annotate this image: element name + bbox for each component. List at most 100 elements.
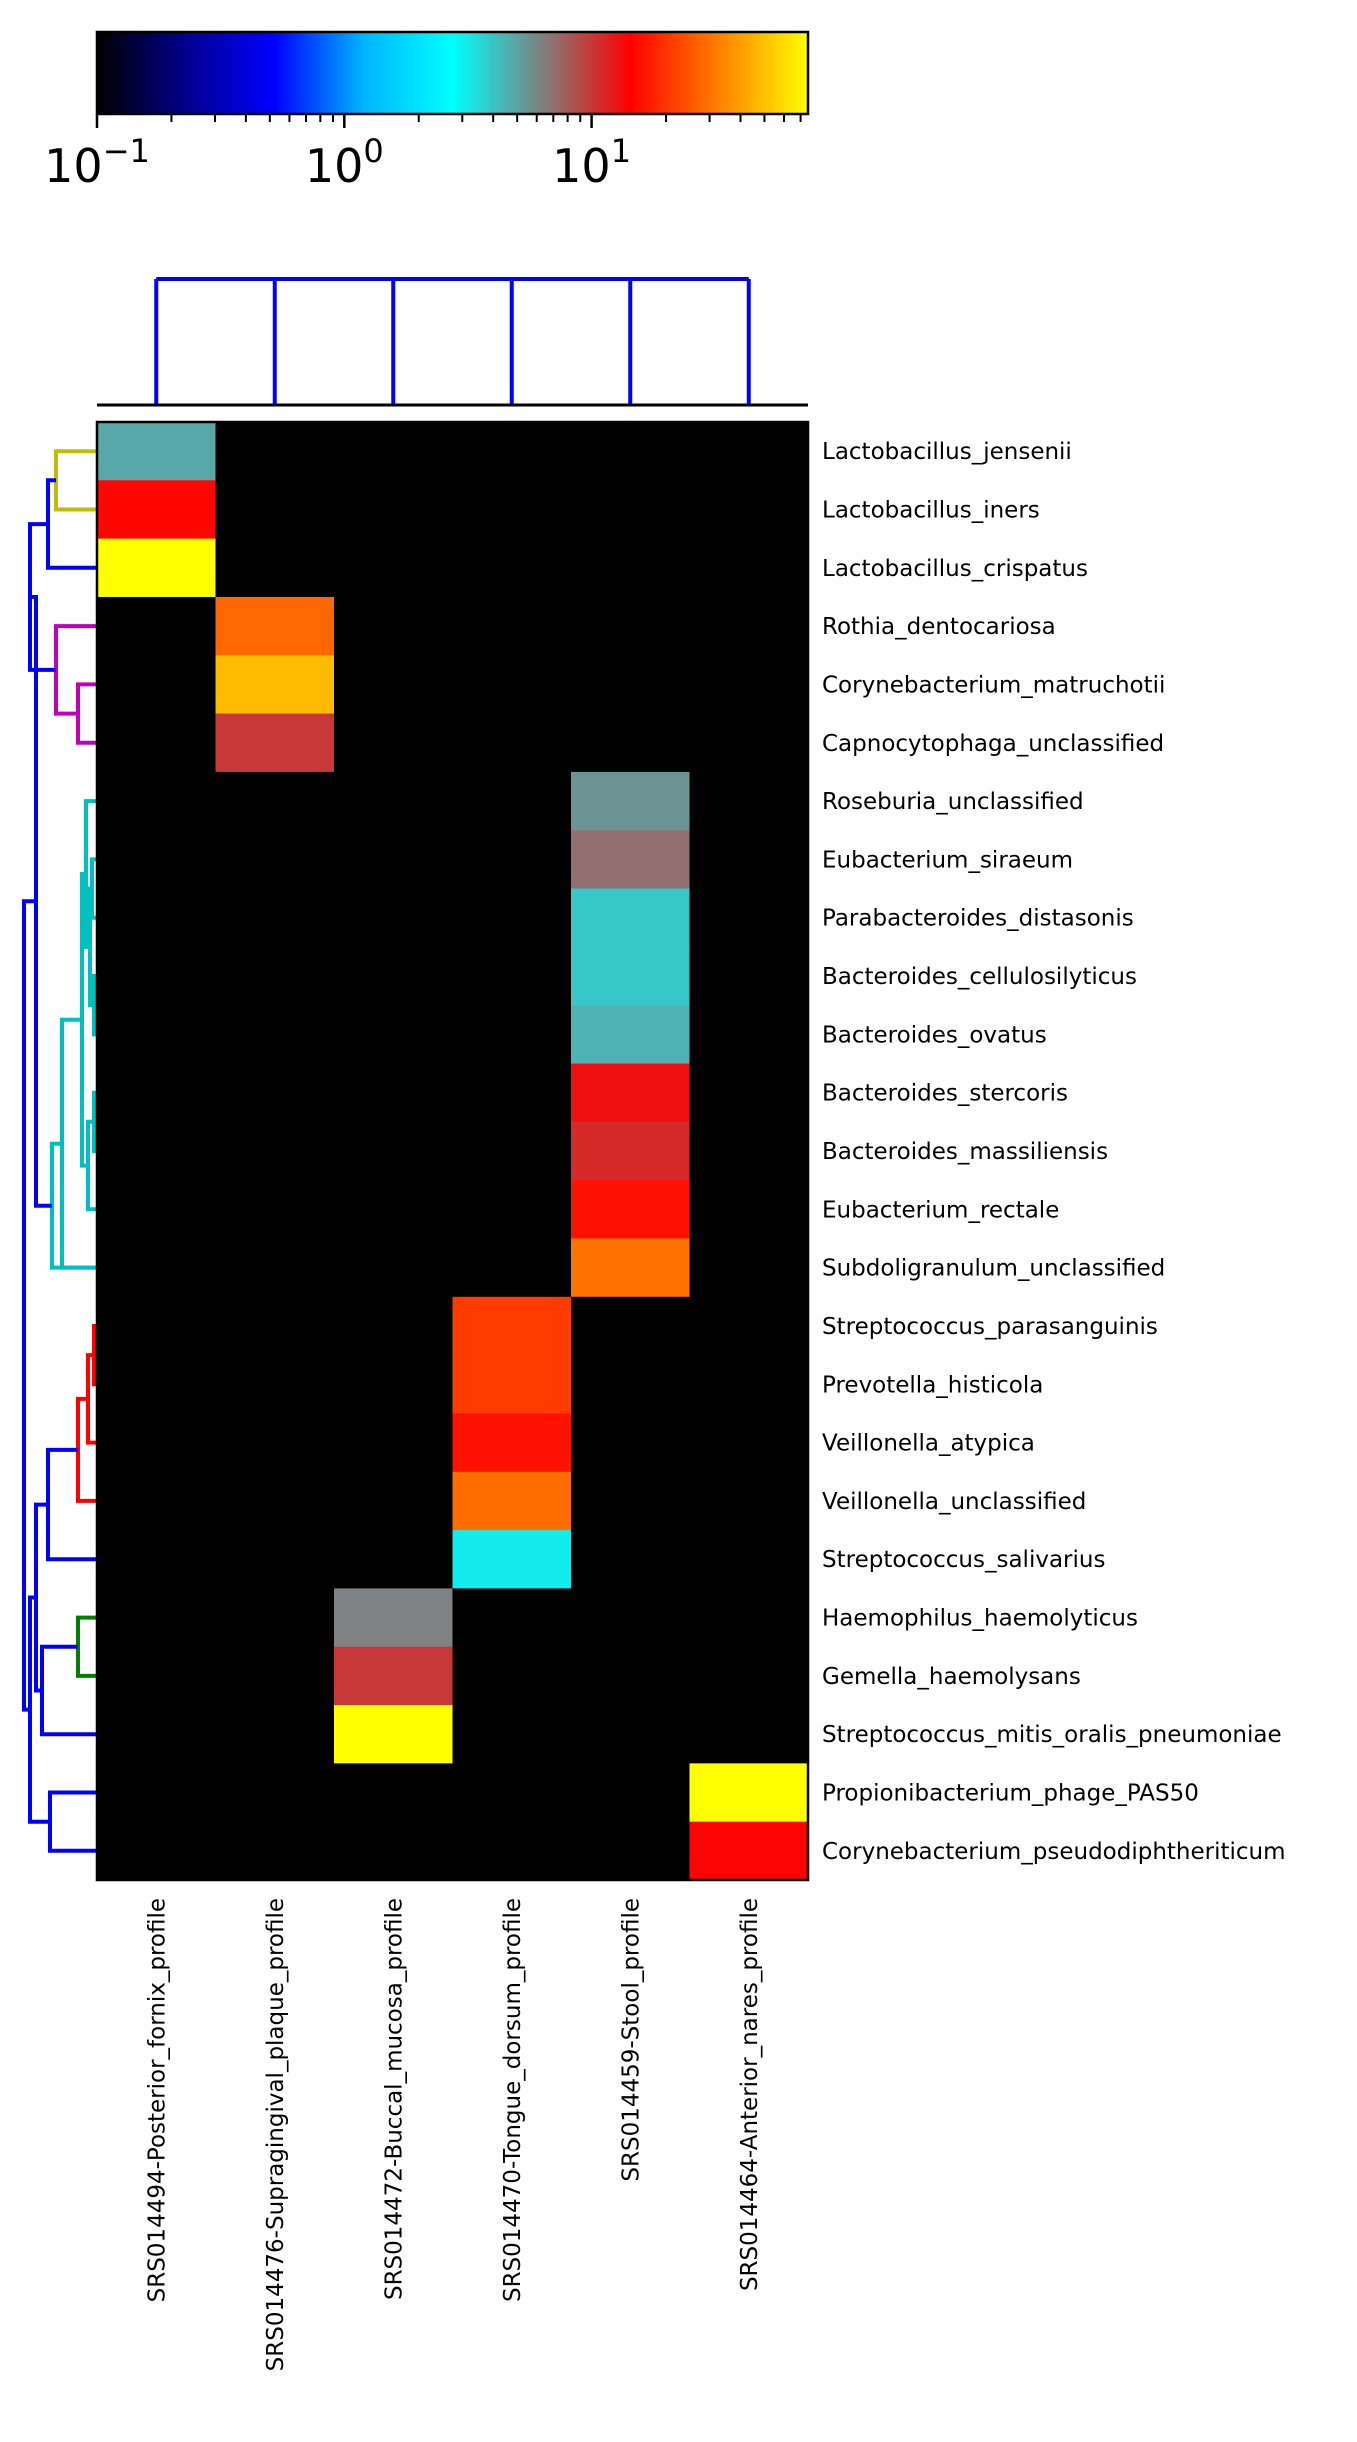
- heatmap-cell: [215, 1471, 335, 1531]
- heatmap-cell: [334, 1821, 454, 1881]
- heatmap-cell: [334, 1413, 454, 1473]
- heatmap-cell: [452, 596, 572, 656]
- heatmap-cell: [571, 771, 691, 831]
- colorbar-tick-label: 101: [552, 132, 631, 193]
- heatmap-cell: [689, 1763, 809, 1823]
- heatmap-cell: [452, 946, 572, 1006]
- heatmap-cell: [97, 1821, 217, 1881]
- heatmap-cell: [215, 1413, 335, 1473]
- heatmap-cell: [334, 1180, 454, 1240]
- heatmap-cell: [452, 713, 572, 773]
- heatmap-cell: [97, 1413, 217, 1473]
- heatmap-cell: [452, 1121, 572, 1181]
- heatmap-cell: [215, 422, 335, 481]
- heatmap-cell: [97, 1180, 217, 1240]
- heatmap-cell: [571, 596, 691, 656]
- heatmap-cell: [689, 1005, 809, 1065]
- heatmap-cell: [97, 713, 217, 773]
- heatmap-cell: [689, 1530, 809, 1589]
- heatmap-cells: [97, 422, 809, 1881]
- heatmap-cell: [571, 1296, 691, 1356]
- heatmap-cell: [215, 538, 335, 598]
- row-dendrogram-branch: [76, 1615, 97, 1678]
- heatmap-cell: [97, 946, 217, 1006]
- colorbar-gradient: [95, 30, 810, 116]
- row-label: Lactobacillus_jensenii: [822, 439, 1072, 465]
- heatmap-cell: [452, 771, 572, 831]
- row-label: Bacteroides_ovatus: [822, 1022, 1047, 1048]
- heatmap-cell: [571, 1646, 691, 1706]
- heatmap-cell: [215, 1296, 335, 1356]
- heatmap-cell: [689, 1296, 809, 1356]
- colorbar: 10−1 100 101: [44, 30, 810, 193]
- heatmap-cell: [452, 1180, 572, 1240]
- heatmap-cell: [571, 888, 691, 948]
- heatmap-cell: [689, 596, 809, 656]
- row-dendrogram-branch: [54, 449, 97, 512]
- heatmap-cell: [452, 480, 572, 540]
- row-label: Veillonella_unclassified: [822, 1489, 1086, 1515]
- row-label: Lactobacillus_crispatus: [822, 556, 1088, 582]
- row-label: Subdoligranulum_unclassified: [822, 1256, 1165, 1282]
- heatmap-cell: [571, 1238, 691, 1298]
- column-label: SRS014459-Stool_profile: [618, 1898, 644, 2182]
- row-label: Streptococcus_parasanguinis: [822, 1314, 1158, 1340]
- heatmap-cell: [334, 771, 454, 831]
- heatmap-cell: [334, 830, 454, 890]
- row-label: Propionibacterium_phage_PAS50: [822, 1781, 1199, 1807]
- heatmap-cell: [452, 1471, 572, 1531]
- heatmap-cell: [689, 1705, 809, 1764]
- row-label: Roseburia_unclassified: [822, 789, 1084, 815]
- heatmap-cell: [452, 1646, 572, 1706]
- heatmap-cell: [215, 1705, 335, 1764]
- heatmap-cell: [571, 1471, 691, 1531]
- row-label: Veillonella_atypica: [822, 1431, 1035, 1457]
- heatmap-cell: [452, 830, 572, 890]
- heatmap-cell: [334, 1355, 454, 1415]
- heatmap-cell: [97, 1471, 217, 1531]
- column-label: SRS014476-Supragingival_plaque_profile: [263, 1898, 289, 2371]
- heatmap-cell: [571, 1705, 691, 1764]
- heatmap-cell: [97, 830, 217, 890]
- row-dendrogram-branch: [60, 1017, 97, 1270]
- heatmap-cell: [334, 1005, 454, 1065]
- heatmap-cell: [452, 1355, 572, 1415]
- heatmap-cell: [689, 1821, 809, 1881]
- heatmap-cell: [571, 1530, 691, 1589]
- heatmap-cell: [215, 480, 335, 540]
- row-dendrogram-branch: [50, 1141, 97, 1270]
- heatmap-cell: [215, 1763, 335, 1823]
- heatmap-cell: [689, 888, 809, 948]
- heatmap-cell: [334, 888, 454, 948]
- heatmap-cell: [452, 1763, 572, 1823]
- row-label: Bacteroides_massiliensis: [822, 1139, 1108, 1165]
- heatmap-cell: [689, 538, 809, 598]
- colorbar-tick-label: 100: [305, 132, 384, 193]
- heatmap-frame: [95, 420, 810, 1882]
- heatmap-cell: [334, 1705, 454, 1764]
- column-label: SRS014472-Buccal_mucosa_profile: [381, 1898, 407, 2300]
- heatmap-cell: [689, 1646, 809, 1706]
- heatmap-cell: [215, 1238, 335, 1298]
- heatmap-cell: [215, 888, 335, 948]
- heatmap-cell: [97, 1705, 217, 1764]
- column-labels: SRS014494-Posterior_fornix_profile SRS014…: [144, 1898, 762, 2371]
- heatmap-cell: [571, 1005, 691, 1065]
- heatmap-cell: [334, 713, 454, 773]
- column-label: SRS014494-Posterior_fornix_profile: [144, 1898, 170, 2302]
- heatmap-cell: [452, 1588, 572, 1648]
- heatmap-cell: [97, 1063, 217, 1123]
- heatmap-cell: [689, 1471, 809, 1531]
- heatmap-cell: [97, 1588, 217, 1648]
- heatmap-cell: [571, 538, 691, 598]
- heatmap-cell: [334, 1530, 454, 1589]
- heatmap-cell: [689, 1355, 809, 1415]
- heatmap-cell: [334, 1121, 454, 1181]
- heatmap-cell: [334, 1471, 454, 1531]
- heatmap-cell: [97, 1355, 217, 1415]
- heatmap-cell: [689, 771, 809, 831]
- heatmap-cell: [571, 946, 691, 1006]
- heatmap-cell: [334, 1763, 454, 1823]
- heatmap-cell: [689, 830, 809, 890]
